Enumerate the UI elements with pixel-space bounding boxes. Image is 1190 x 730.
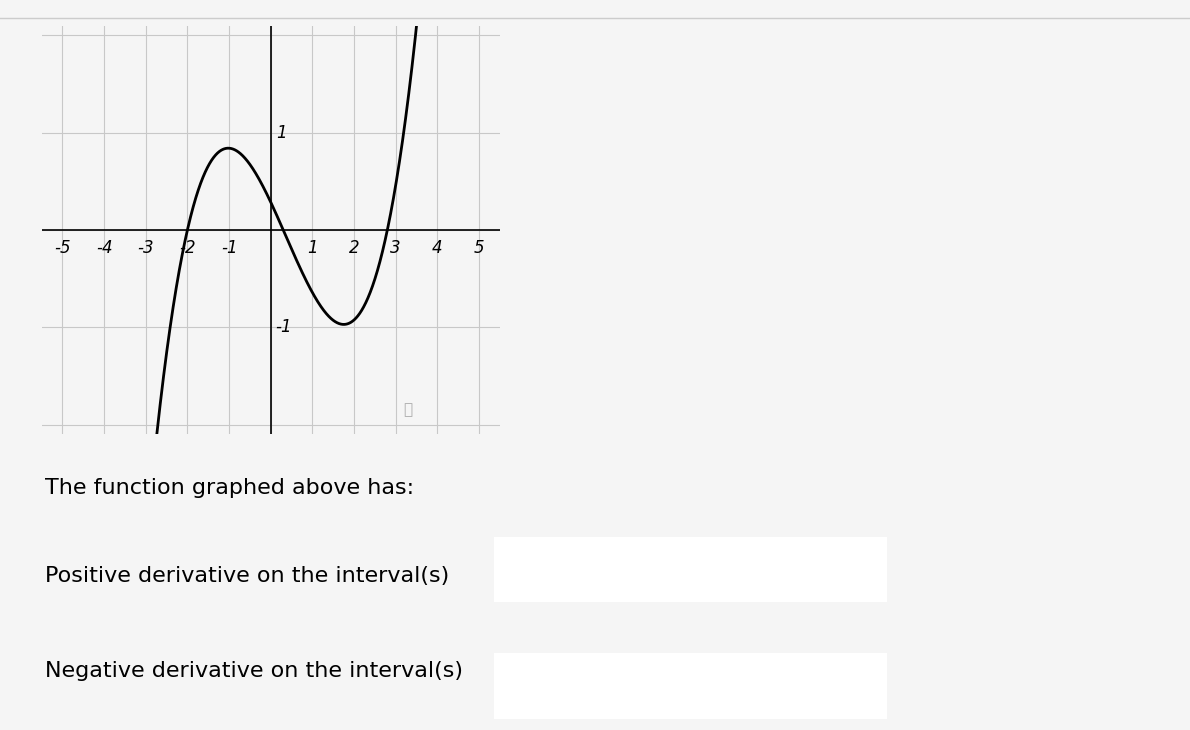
Text: 4: 4 [432,239,443,257]
Text: 1: 1 [276,123,287,142]
Text: 2: 2 [349,239,359,257]
FancyBboxPatch shape [486,535,895,604]
Text: -1: -1 [221,239,237,257]
Text: 5: 5 [474,239,484,257]
Text: -4: -4 [96,239,112,257]
FancyBboxPatch shape [486,652,895,721]
Text: 🔍: 🔍 [403,402,413,418]
Text: -1: -1 [276,318,293,337]
Text: Negative derivative on the interval(s): Negative derivative on the interval(s) [45,661,463,680]
Text: 1: 1 [307,239,318,257]
Text: -5: -5 [55,239,70,257]
Text: The function graphed above has:: The function graphed above has: [45,478,414,498]
Text: -3: -3 [138,239,154,257]
Text: 3: 3 [390,239,401,257]
Text: Positive derivative on the interval(s): Positive derivative on the interval(s) [45,566,450,585]
Text: -2: -2 [180,239,195,257]
